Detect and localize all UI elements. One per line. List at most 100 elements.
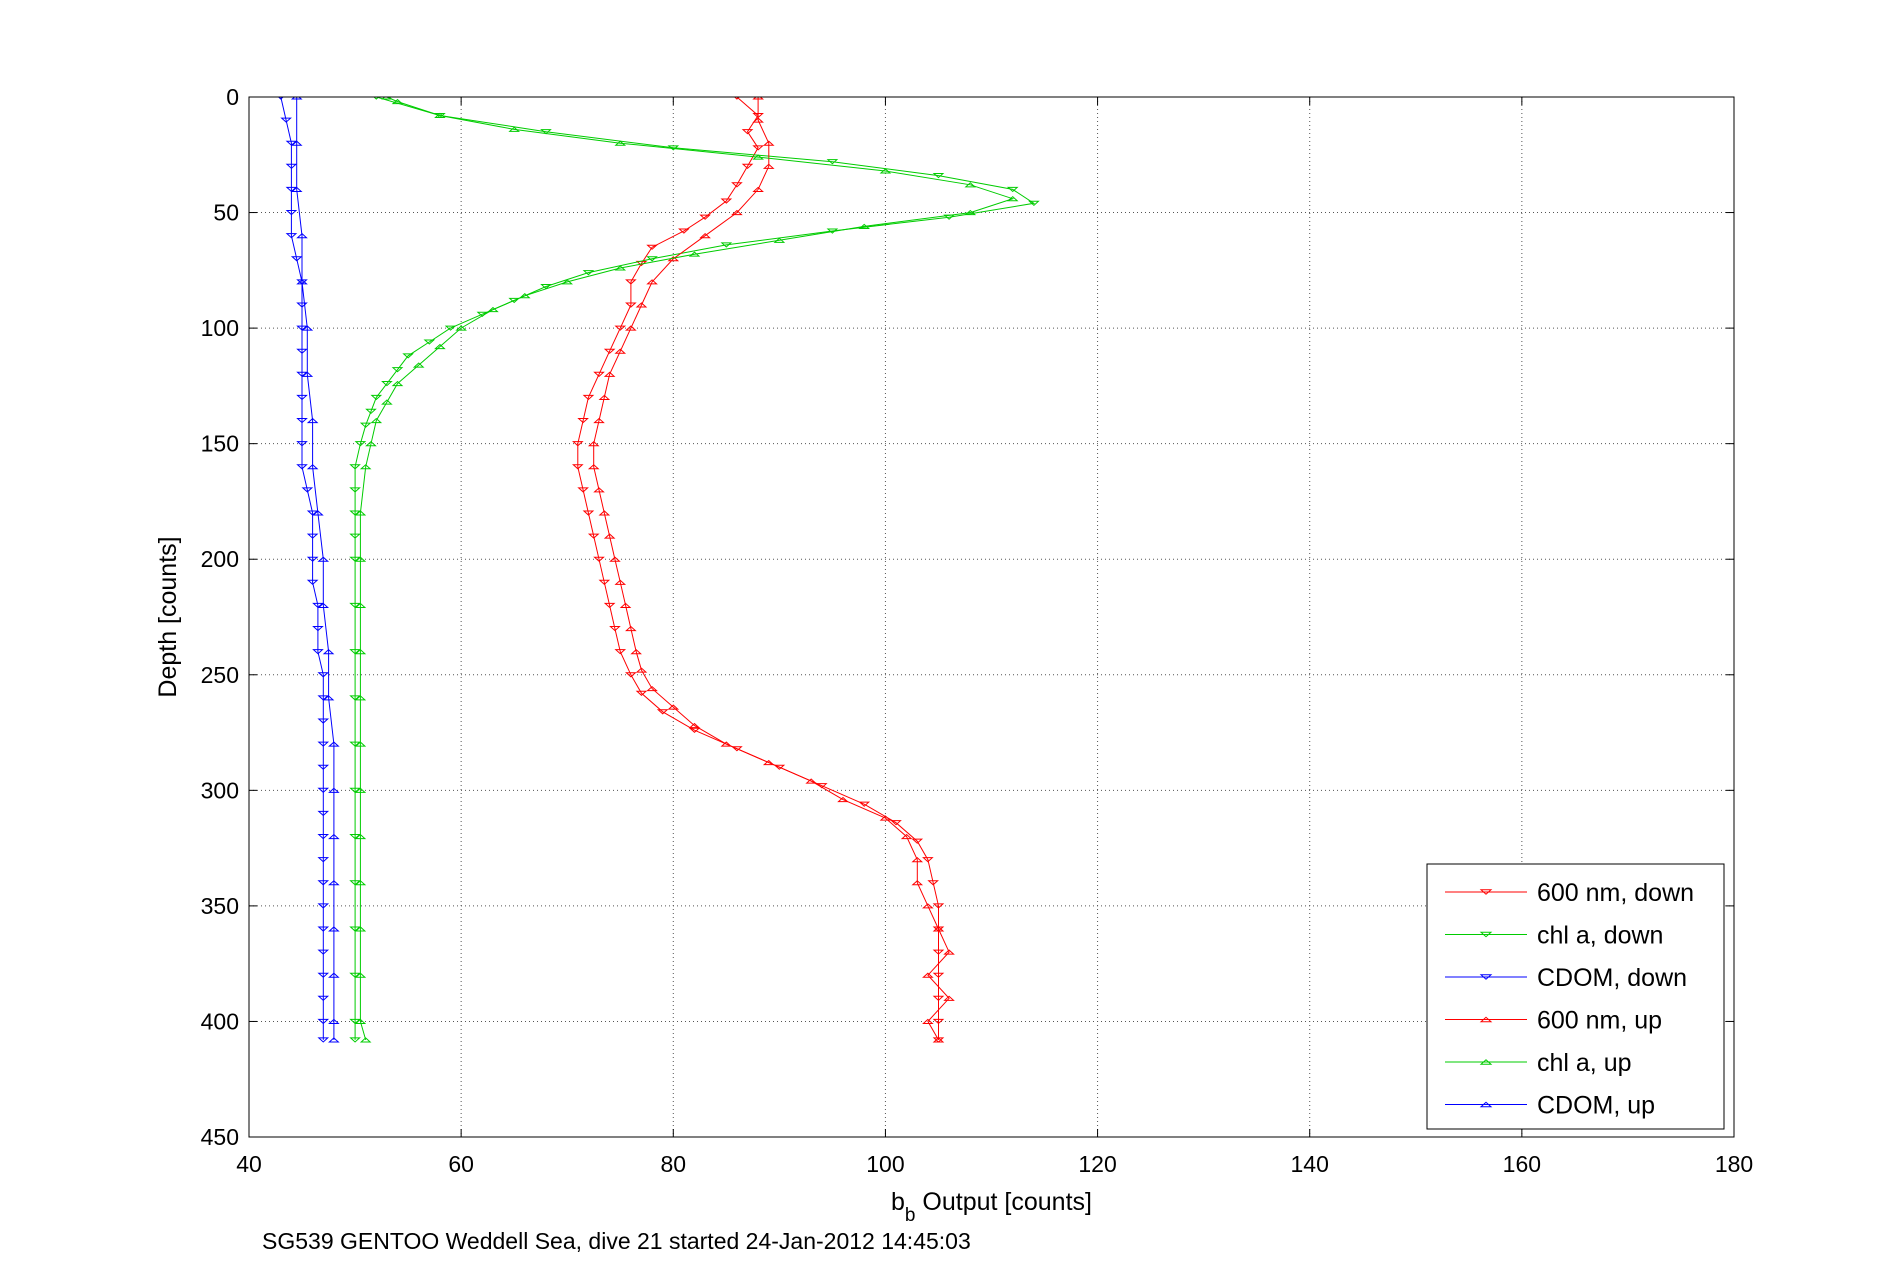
- legend-item: CDOM, down: [1445, 964, 1687, 992]
- data-point: [306, 556, 319, 562]
- legend-box: [1426, 863, 1725, 1130]
- data-point: [609, 556, 621, 562]
- legend-marker: [1479, 974, 1493, 980]
- series-chl-a-up: [354, 97, 1019, 1043]
- data-point: [317, 1037, 330, 1043]
- data-point: [349, 510, 361, 516]
- data-point: [752, 145, 764, 151]
- series-cdom-down: [277, 97, 330, 1043]
- data-point: [635, 667, 648, 673]
- data-point: [354, 648, 367, 655]
- data-point: [720, 741, 733, 747]
- data-point: [354, 556, 367, 562]
- data-point: [381, 399, 393, 405]
- x-axis-label: bb Output [counts]: [891, 1188, 1092, 1226]
- data-point: [328, 926, 340, 932]
- data-point: [296, 348, 308, 354]
- tick-labels: 40 60 80 100 120 140 160 180 0 50 100 150 200 250 300 3…: [201, 84, 1754, 1177]
- data-point: [290, 186, 303, 192]
- data-point: [619, 602, 632, 608]
- legend-item: 600 nm, up: [1445, 1007, 1662, 1035]
- data-point: [354, 602, 367, 608]
- data-point: [625, 325, 637, 331]
- data-point: [773, 237, 786, 243]
- data-point: [614, 140, 627, 146]
- data-point: [296, 325, 308, 331]
- data-point: [290, 256, 303, 262]
- data-point: [487, 306, 499, 313]
- data-point: [720, 198, 733, 204]
- y-tick-label: 200: [201, 546, 239, 572]
- data-point: [922, 972, 934, 978]
- data-point: [296, 441, 308, 447]
- data-point: [370, 417, 383, 424]
- data-point: [614, 348, 627, 354]
- x-tick-label: 100: [866, 1151, 904, 1177]
- data-point: [328, 972, 340, 978]
- series-line: [296, 97, 335, 1040]
- data-point: [922, 903, 934, 909]
- data-point: [296, 371, 308, 378]
- data-point: [349, 787, 361, 794]
- data-point: [646, 685, 658, 692]
- data-point: [349, 464, 361, 470]
- data-point: [635, 302, 648, 308]
- data-point: [577, 418, 589, 424]
- y-axis-label: Depth [counts]: [154, 536, 182, 697]
- data-point: [805, 778, 817, 784]
- data-point: [402, 353, 414, 359]
- legend-item: 600 nm, down: [1445, 879, 1694, 907]
- data-point: [932, 949, 945, 955]
- series-line: [577, 97, 939, 1040]
- data-point: [349, 834, 361, 840]
- data-point: [646, 279, 658, 285]
- data-point: [349, 533, 361, 539]
- data-point: [752, 117, 764, 123]
- data-point: [412, 362, 425, 368]
- data-point: [317, 903, 330, 909]
- data-point: [762, 163, 775, 169]
- series-chl-a-down: [349, 97, 1040, 1043]
- data-point: [587, 440, 600, 447]
- data-point: [1028, 200, 1040, 207]
- data-point: [593, 487, 605, 493]
- legend-marker: [1479, 1101, 1493, 1108]
- data-point: [285, 163, 298, 170]
- data-point: [317, 857, 330, 863]
- data-point: [927, 880, 939, 886]
- data-point: [285, 210, 298, 216]
- x-tick-label: 140: [1291, 1151, 1329, 1177]
- data-point: [444, 325, 457, 331]
- data-point: [731, 209, 743, 216]
- series-line: [280, 97, 324, 1040]
- x-tick-label: 80: [660, 1151, 686, 1177]
- data-point: [603, 602, 616, 609]
- data-point: [317, 995, 330, 1002]
- data-point: [582, 510, 595, 516]
- data-point: [354, 695, 367, 701]
- legend-item: chl a, down: [1445, 922, 1663, 950]
- data-point: [317, 949, 330, 955]
- data-point: [598, 394, 611, 400]
- data-point: [720, 242, 733, 248]
- data-point: [879, 168, 892, 174]
- data-point: [312, 510, 324, 516]
- data-point: [508, 126, 520, 132]
- y-tick-label: 50: [213, 200, 239, 226]
- x-tick-label: 180: [1715, 1151, 1753, 1177]
- data-point: [731, 746, 743, 752]
- data-point: [359, 422, 372, 428]
- data-point: [731, 182, 743, 188]
- data-point: [306, 533, 319, 539]
- data-point: [646, 256, 658, 262]
- data-point: [932, 1037, 945, 1043]
- data-point: [741, 129, 754, 135]
- data-point: [762, 140, 775, 146]
- data-point: [296, 232, 308, 239]
- series-600-nm-up: [587, 97, 955, 1043]
- data-point: [349, 1018, 361, 1025]
- y-tick-label: 300: [201, 777, 239, 803]
- data-point: [635, 690, 648, 696]
- data-point: [561, 279, 574, 285]
- data-point: [678, 228, 690, 234]
